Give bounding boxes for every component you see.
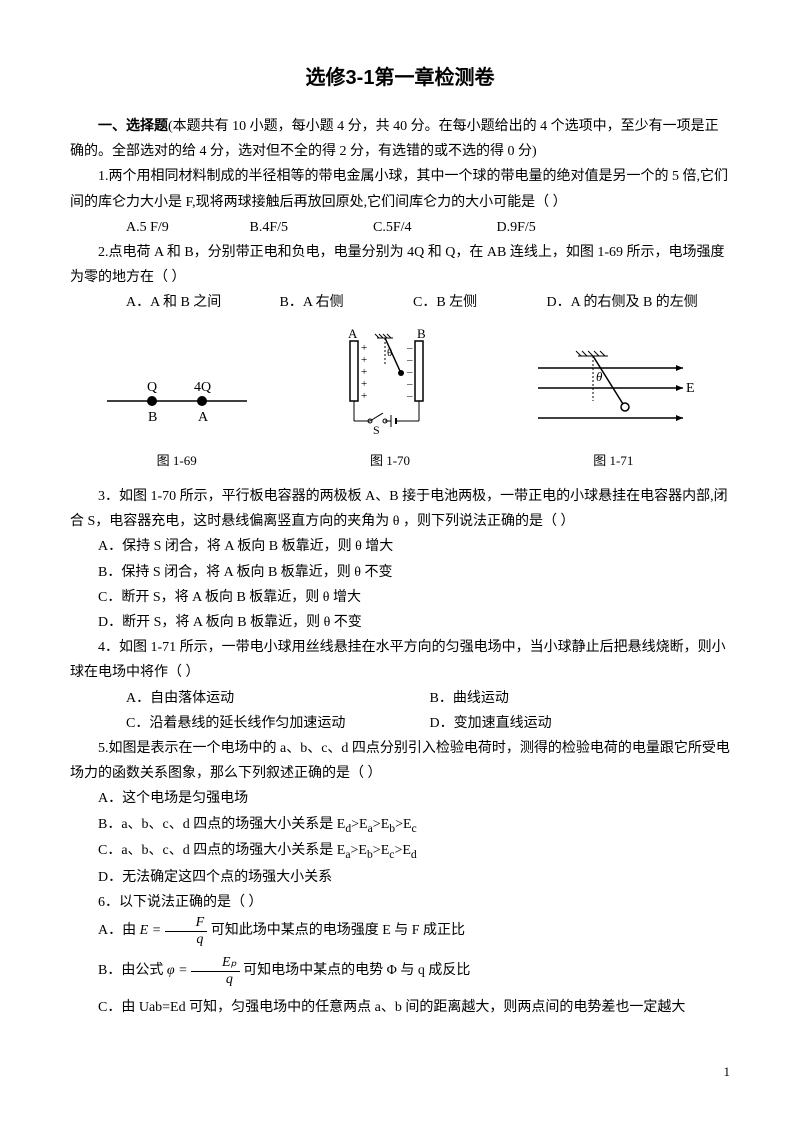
q5-opt-b: B．a、b、c、d 四点的场强大小关系是 Ed>Ea>Eb>Ec [70,812,730,839]
svg-text:θ: θ [387,347,392,359]
q1-opt-c: C.5F/4 [345,215,465,240]
fig71-svg: θ E [528,346,698,436]
svg-text:–: – [406,366,413,378]
section-head: 一、选择题 [98,119,168,134]
q1-opt-a: A.5 F/9 [98,215,218,240]
svg-text:A: A [198,410,209,425]
q1-opt-b: B.4F/5 [222,215,342,240]
svg-text:B: B [417,326,426,341]
q4-opt-b: B．曲线运动 [402,686,509,711]
figure-1-71: θ E 图 1-71 [528,346,698,473]
fig70-caption: 图 1-70 [315,449,465,472]
q4-options-row1: A．自由落体运动 B．曲线运动 [70,686,730,711]
q2-opt-a: A．A 和 B 之间 [98,290,248,315]
q3-opt-c: C．断开 S，将 A 板向 B 板靠近，则 θ 增大 [70,585,730,610]
page-number: 1 [70,1060,730,1083]
q6-stem: 6．以下说法正确的是（ ） [70,890,730,915]
q4-stem: 4．如图 1-71 所示，一带电小球用丝线悬挂在水平方向的匀强电场中，当小球静止… [70,635,730,685]
fig70-svg: A B + + + + + – – – – – θ [315,326,465,436]
svg-text:B: B [148,410,157,425]
q4-options-row2: C．沿着悬线的延长线作匀加速运动 D．变加速直线运动 [70,711,730,736]
svg-text:4Q: 4Q [194,380,211,395]
q2-opt-d: D．A 的右侧及 B 的左侧 [519,290,698,315]
svg-text:+: + [361,354,367,366]
svg-text:–: – [406,342,413,354]
fig69-caption: 图 1-69 [102,449,252,472]
q4-opt-c: C．沿着悬线的延长线作匀加速运动 [98,711,398,736]
svg-text:–: – [406,390,413,402]
q4-opt-d: D．变加速直线运动 [402,711,552,736]
fig69-svg: Q 4Q B A [102,366,252,436]
svg-text:A: A [348,326,358,341]
page-title: 选修3-1第一章检测卷 [70,60,730,96]
q6-opt-a: A．由 E = Fq 可知此场中某点的电场强度 E 与 F 成正比 [70,915,730,947]
figures-row: Q 4Q B A 图 1-69 A B + + + + + – – – – – [70,326,730,473]
section-desc: (本题共有 10 小题，每小题 4 分，共 40 分。在每小题给出的 4 个选项… [70,119,719,159]
figure-1-69: Q 4Q B A 图 1-69 [102,366,252,473]
q3-stem: 3．如图 1-70 所示，平行板电容器的两极板 A、B 接于电池两极，一带正电的… [70,484,730,534]
q1-stem: 1.两个用相同材料制成的半径相等的带电金属小球，其中一个球的带电量的绝对值是另一… [70,164,730,214]
q2-opt-c: C．B 左侧 [385,290,515,315]
svg-text:–: – [406,354,413,366]
svg-text:θ: θ [596,369,603,384]
q2-opt-b: B．A 右侧 [252,290,382,315]
svg-text:–: – [406,378,413,390]
q5-opt-a: A．这个电场是匀强电场 [70,786,730,811]
q1-options: A.5 F/9 B.4F/5 C.5F/4 D.9F/5 [70,215,730,240]
q2-options: A．A 和 B 之间 B．A 右侧 C．B 左侧 D．A 的右侧及 B 的左侧 [70,290,730,315]
q3-opt-d: D．断开 S，将 A 板向 B 板靠近，则 θ 不变 [70,610,730,635]
figure-1-70: A B + + + + + – – – – – θ [315,326,465,473]
q2-stem: 2.点电荷 A 和 B，分别带正电和负电，电量分别为 4Q 和 Q，在 AB 连… [70,240,730,290]
q6-opt-b: B．由公式 φ = Eₚq 可知电场中某点的电势 Φ 与 q 成反比 [70,955,730,987]
q5-stem: 5.如图是表示在一个电场中的 a、b、c、d 四点分别引入检验电荷时，测得的检验… [70,736,730,786]
svg-text:E: E [686,381,695,396]
q4-opt-a: A．自由落体运动 [98,686,398,711]
q6-opt-c: C．由 Uab=Ed 可知，匀强电场中的任意两点 a、b 间的距离越大，则两点间… [70,995,730,1020]
q5-opt-d: D．无法确定这四个点的场强大小关系 [70,865,730,890]
q3-opt-b: B．保持 S 闭合，将 A 板向 B 板靠近，则 θ 不变 [70,560,730,585]
svg-text:S: S [373,423,380,436]
svg-text:+: + [361,342,367,354]
fig71-caption: 图 1-71 [528,449,698,472]
q3-opt-a: A．保持 S 闭合，将 A 板向 B 板靠近，则 θ 增大 [70,534,730,559]
svg-text:+: + [361,378,367,390]
svg-text:+: + [361,390,367,402]
section-instructions: 一、选择题(本题共有 10 小题，每小题 4 分，共 40 分。在每小题给出的 … [70,114,730,164]
q5-opt-c: C．a、b、c、d 四点的场强大小关系是 Ea>Eb>Ec>Ed [70,838,730,865]
q1-opt-d: D.9F/5 [469,215,536,240]
svg-text:+: + [361,366,367,378]
svg-text:Q: Q [147,380,157,395]
